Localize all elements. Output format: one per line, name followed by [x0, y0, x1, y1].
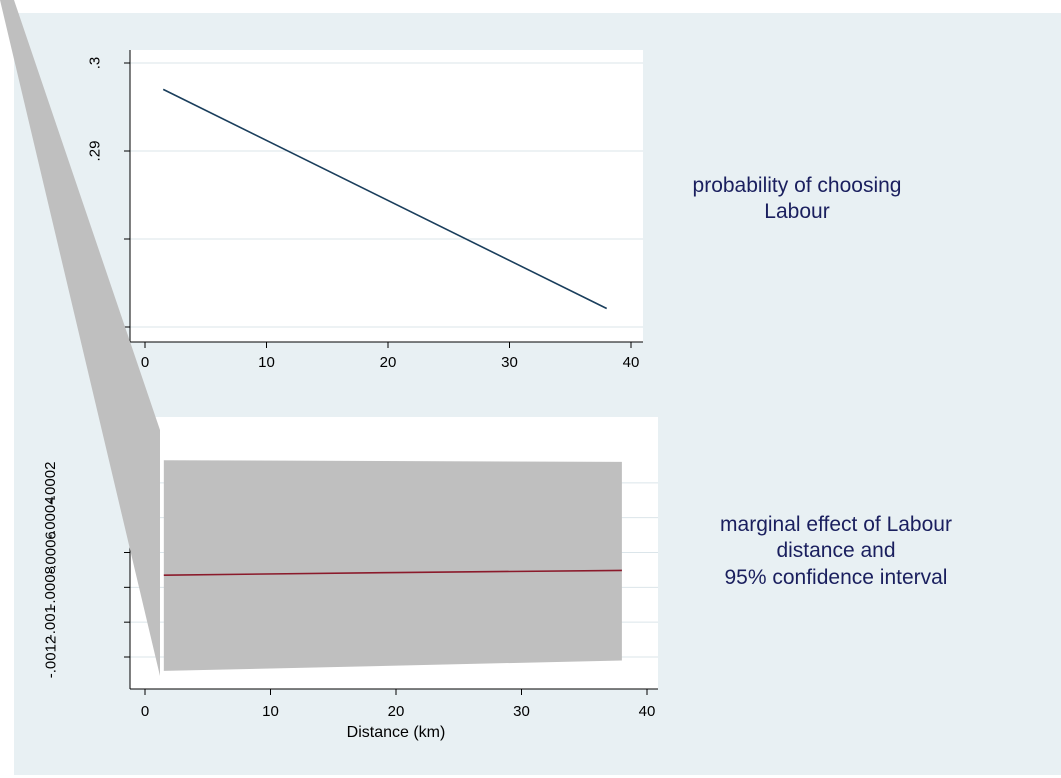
- x-tick-label: 20: [388, 703, 405, 720]
- x-tick-label: 10: [262, 703, 279, 720]
- probability-plot-area: [130, 50, 643, 342]
- y-tick-label: -.0006: [42, 531, 59, 574]
- x-tick-label: 40: [623, 354, 640, 371]
- probability-line: [162, 88, 608, 310]
- x-tick-label: 30: [501, 354, 518, 371]
- y-tick-label: .29: [86, 141, 103, 162]
- probability-title-line-2: Labour: [764, 200, 829, 223]
- probability-title-line-1: probability of choosing: [693, 174, 902, 197]
- x-axis-title: Distance (km): [347, 724, 446, 741]
- x-tick-label: 10: [258, 354, 275, 371]
- x-tick-label: 30: [513, 703, 530, 720]
- y-tick-label: -.0012: [42, 636, 59, 679]
- x-tick-label: 20: [380, 354, 397, 371]
- x-tick-label: 0: [141, 354, 149, 371]
- probability-grid: [130, 62, 643, 328]
- y-tick-label: .3: [86, 57, 103, 70]
- marginal-effect-title-line-1: marginal effect of Labour: [720, 513, 952, 536]
- marginal-effect-panel: -.0012-.001-.0008-.0006-.0004-.0002 0 10 2…: [42, 417, 952, 741]
- marginal-effect-title-line-2: distance and: [776, 539, 895, 562]
- marginal-effect-title-line-3: 95% confidence interval: [725, 566, 948, 589]
- overlay-wedge: [0, 0, 160, 676]
- marginal-effect-line: [163, 569, 622, 576]
- confidence-interval-band: [163, 460, 622, 671]
- x-tick-label: 40: [639, 703, 656, 720]
- marginal-effect-x-ticks: 0 10 20 30 40: [141, 689, 656, 720]
- y-tick-label: -.0008: [42, 566, 59, 609]
- x-tick-label: 0: [141, 703, 149, 720]
- y-tick-label: -.0004: [42, 496, 59, 539]
- marginal-effect-y-ticks: -.0012-.001-.0008-.0006-.0004-.0002: [42, 462, 130, 679]
- y-tick-label: -.001: [42, 605, 59, 639]
- probability-x-ticks: 0 10 20 30 40: [141, 342, 640, 371]
- y-tick-label: -.0002: [42, 462, 59, 505]
